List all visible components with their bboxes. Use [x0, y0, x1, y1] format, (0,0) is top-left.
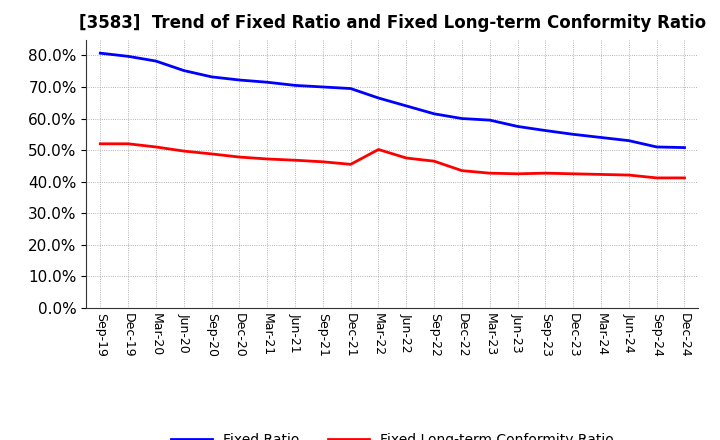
Title: [3583]  Trend of Fixed Ratio and Fixed Long-term Conformity Ratio: [3583] Trend of Fixed Ratio and Fixed Lo…	[78, 15, 706, 33]
Fixed Ratio	[318, 84, 327, 90]
Fixed Long-term Conformity Ratio	[374, 147, 383, 152]
Fixed Ratio	[124, 54, 132, 59]
Fixed Long-term Conformity Ratio	[207, 151, 216, 157]
Fixed Long-term Conformity Ratio	[235, 154, 243, 160]
Fixed Ratio	[291, 83, 300, 88]
Fixed Long-term Conformity Ratio	[680, 175, 689, 180]
Line: Fixed Long-term Conformity Ratio: Fixed Long-term Conformity Ratio	[100, 144, 685, 178]
Fixed Long-term Conformity Ratio	[152, 144, 161, 150]
Fixed Long-term Conformity Ratio	[597, 172, 606, 177]
Fixed Long-term Conformity Ratio	[624, 172, 633, 178]
Fixed Ratio	[680, 145, 689, 150]
Fixed Long-term Conformity Ratio	[124, 141, 132, 147]
Fixed Long-term Conformity Ratio	[513, 171, 522, 176]
Fixed Ratio	[458, 116, 467, 121]
Fixed Ratio	[513, 124, 522, 129]
Fixed Ratio	[485, 117, 494, 123]
Fixed Long-term Conformity Ratio	[263, 156, 271, 161]
Fixed Long-term Conformity Ratio	[291, 158, 300, 163]
Fixed Long-term Conformity Ratio	[318, 159, 327, 165]
Fixed Long-term Conformity Ratio	[346, 161, 355, 167]
Fixed Ratio	[597, 135, 606, 140]
Fixed Ratio	[96, 51, 104, 56]
Fixed Long-term Conformity Ratio	[458, 168, 467, 173]
Fixed Long-term Conformity Ratio	[569, 171, 577, 176]
Fixed Long-term Conformity Ratio	[652, 175, 661, 180]
Fixed Ratio	[374, 95, 383, 101]
Fixed Ratio	[652, 144, 661, 150]
Fixed Ratio	[541, 128, 550, 133]
Fixed Long-term Conformity Ratio	[541, 171, 550, 176]
Legend: Fixed Ratio, Fixed Long-term Conformity Ratio: Fixed Ratio, Fixed Long-term Conformity …	[165, 428, 620, 440]
Fixed Long-term Conformity Ratio	[179, 148, 188, 154]
Fixed Ratio	[402, 103, 410, 109]
Fixed Ratio	[179, 68, 188, 73]
Line: Fixed Ratio: Fixed Ratio	[100, 53, 685, 147]
Fixed Ratio	[569, 132, 577, 137]
Fixed Ratio	[152, 59, 161, 64]
Fixed Long-term Conformity Ratio	[430, 158, 438, 164]
Fixed Ratio	[624, 138, 633, 143]
Fixed Long-term Conformity Ratio	[96, 141, 104, 147]
Fixed Ratio	[263, 80, 271, 85]
Fixed Ratio	[346, 86, 355, 91]
Fixed Long-term Conformity Ratio	[402, 155, 410, 161]
Fixed Ratio	[207, 74, 216, 80]
Fixed Ratio	[430, 111, 438, 117]
Fixed Long-term Conformity Ratio	[485, 171, 494, 176]
Fixed Ratio	[235, 77, 243, 83]
